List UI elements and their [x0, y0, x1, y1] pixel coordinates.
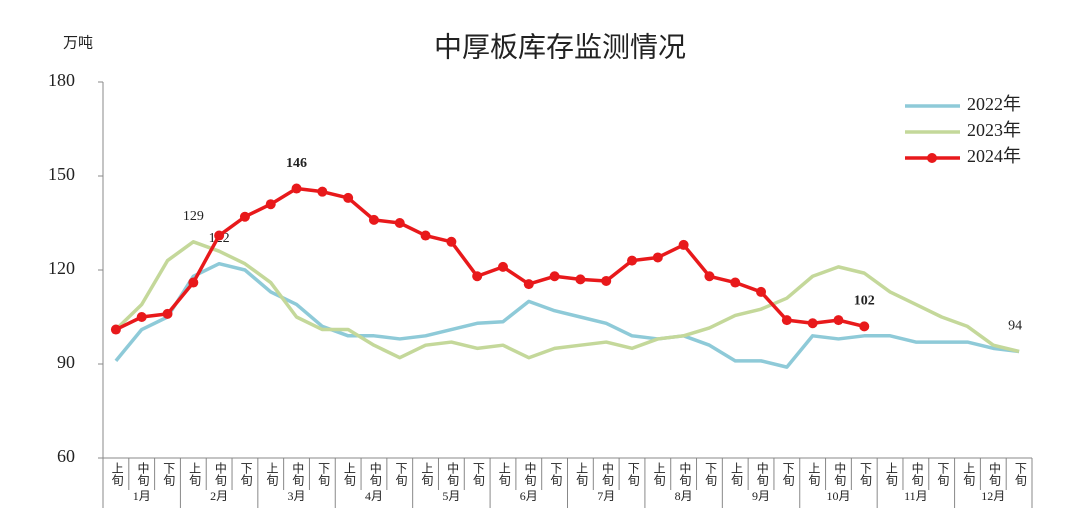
x-tick-label: 中旬 [600, 461, 614, 486]
series-line [114, 240, 1020, 360]
x-tick-label: 中旬 [136, 461, 150, 486]
x-tick-label: 上旬 [884, 462, 898, 486]
data-label: 129 [183, 209, 204, 224]
month-label: 12月 [981, 489, 1005, 503]
month-label: 6月 [520, 489, 538, 503]
month-label: 5月 [442, 489, 460, 503]
series-marker [807, 318, 818, 329]
series-marker [420, 230, 431, 241]
x-tick-label: 中旬 [368, 461, 382, 486]
y-tick-label: 90 [57, 352, 75, 372]
month-label: 1月 [133, 489, 151, 503]
x-tick-label: 中旬 [833, 461, 847, 486]
month-label: 9月 [752, 489, 770, 503]
series-marker [214, 230, 225, 241]
x-tick-label: 上旬 [420, 462, 434, 486]
month-label: 11月 [904, 489, 928, 503]
x-tick-label: 下旬 [471, 462, 485, 486]
legend-marker [927, 153, 937, 163]
series-marker [497, 261, 508, 272]
series-marker [781, 315, 792, 326]
x-tick-label: 下旬 [781, 462, 795, 486]
series-marker [859, 321, 870, 332]
series-marker [523, 279, 534, 290]
x-tick-label: 中旬 [678, 461, 692, 486]
x-tick-label: 上旬 [265, 462, 279, 486]
series-marker [162, 308, 173, 319]
x-tick-label: 中旬 [446, 461, 460, 486]
series-marker [472, 271, 483, 282]
series-marker [704, 271, 715, 282]
series-marker [136, 312, 147, 322]
month-label: 10月 [826, 489, 850, 503]
x-tick-label: 中旬 [213, 461, 227, 486]
series-marker [188, 277, 199, 288]
series-line [115, 186, 865, 332]
legend-label: 2022年 [967, 94, 1021, 114]
legend-label: 2024年 [967, 146, 1021, 166]
x-tick-label: 下旬 [859, 462, 873, 486]
x-tick-label: 中旬 [988, 461, 1002, 486]
month-label: 3月 [288, 489, 306, 503]
series-marker [549, 271, 560, 282]
y-axis-label: 万吨 [63, 34, 93, 51]
x-tick-label: 下旬 [549, 462, 563, 486]
x-tick-label: 上旬 [497, 462, 511, 486]
x-tick-label: 上旬 [729, 462, 743, 486]
series-marker [291, 183, 302, 194]
series-marker [239, 211, 250, 222]
data-label: 146 [286, 156, 307, 171]
x-tick-label: 中旬 [523, 461, 537, 486]
x-tick-label: 上旬 [652, 462, 666, 486]
series-marker [730, 277, 741, 288]
x-tick-label: 下旬 [239, 462, 253, 486]
data-label: 94 [1008, 319, 1022, 334]
series-marker [575, 274, 586, 285]
series-marker [394, 218, 405, 228]
series-marker [756, 286, 767, 297]
legend-label: 2023年 [967, 120, 1021, 140]
x-tick-label: 上旬 [807, 462, 821, 486]
series-marker [110, 324, 121, 335]
chart-title: 中厚板库存监测情况 [434, 31, 686, 63]
x-tick-label: 上旬 [188, 462, 202, 486]
month-label: 8月 [675, 489, 693, 503]
month-label: 2月 [210, 489, 228, 503]
series-line [114, 261, 1020, 369]
series-marker [317, 186, 328, 197]
x-tick-label: 下旬 [626, 462, 640, 486]
x-tick-label: 下旬 [394, 462, 408, 486]
y-tick-label: 60 [57, 446, 75, 466]
x-tick-label: 上旬 [342, 462, 356, 486]
x-tick-label: 上旬 [575, 462, 589, 486]
x-tick-label: 下旬 [317, 462, 331, 486]
series-marker [627, 255, 638, 266]
series-marker [446, 236, 457, 247]
series-marker [265, 199, 276, 210]
x-tick-label: 中旬 [910, 461, 924, 486]
series-marker [652, 252, 663, 263]
series-marker [833, 315, 844, 326]
month-label: 4月 [365, 489, 383, 503]
series-marker [343, 192, 354, 203]
x-tick-label: 中旬 [291, 461, 305, 486]
series-marker [368, 214, 379, 225]
x-tick-label: 下旬 [1013, 462, 1027, 486]
x-tick-label: 中旬 [755, 461, 769, 486]
y-tick-label: 180 [48, 70, 75, 90]
data-label: 102 [854, 294, 875, 309]
x-tick-label: 上旬 [962, 462, 976, 486]
month-label: 7月 [597, 489, 615, 503]
x-tick-label: 下旬 [162, 462, 176, 486]
y-tick-label: 150 [48, 164, 75, 184]
series-marker [678, 239, 689, 250]
x-tick-label: 下旬 [704, 462, 718, 486]
series-marker [601, 275, 612, 286]
x-tick-label: 上旬 [110, 462, 124, 486]
x-tick-label: 下旬 [936, 462, 950, 486]
y-tick-label: 120 [48, 258, 75, 278]
